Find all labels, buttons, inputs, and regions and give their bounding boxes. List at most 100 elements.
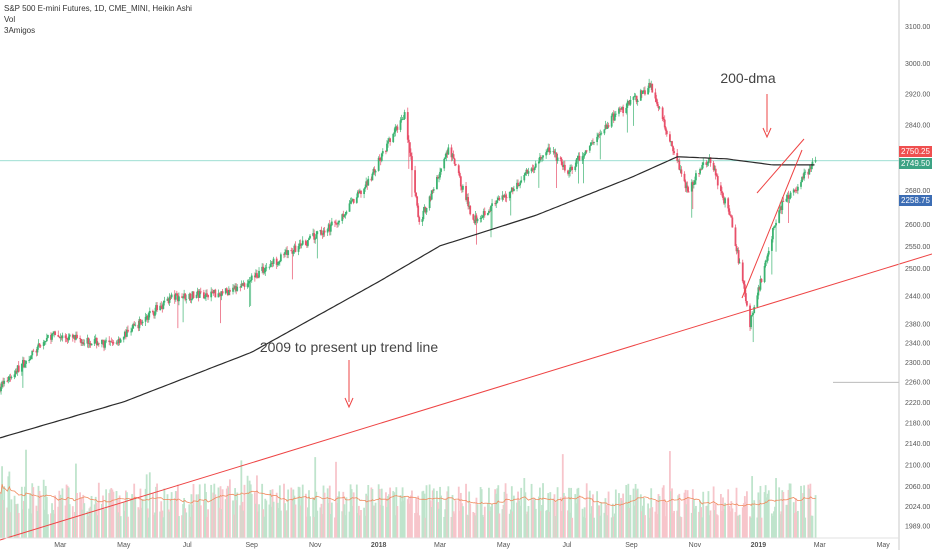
volume-bar	[578, 495, 581, 538]
legend-volume: Vol	[4, 15, 16, 24]
volume-bar	[644, 515, 646, 538]
candle-body	[232, 287, 234, 292]
candle-body	[593, 141, 595, 143]
volume-bar	[395, 487, 398, 538]
volume-bar	[431, 490, 434, 538]
candle-body	[639, 90, 642, 101]
volume-bar	[258, 504, 260, 538]
candle-body	[635, 95, 638, 103]
volume-bar	[357, 505, 360, 538]
volume-bar	[406, 499, 409, 538]
volume-bar	[21, 509, 24, 538]
candle-body	[757, 287, 760, 296]
volume-bar	[146, 508, 149, 538]
candle-body	[23, 359, 25, 368]
volume-bar	[804, 517, 807, 538]
volume-bar	[742, 503, 745, 538]
candle-body	[774, 225, 776, 227]
trend-annotation: 2009 to present up trend line	[260, 339, 438, 355]
volume-bar	[505, 493, 508, 538]
candle-body	[115, 342, 118, 344]
volume-bar	[563, 495, 566, 538]
candle-body	[548, 147, 551, 153]
candle-body	[402, 118, 405, 120]
candle-body	[450, 147, 453, 158]
volume-bar	[629, 494, 632, 538]
candle-body	[775, 222, 777, 226]
candle-body	[167, 298, 170, 303]
candle-body	[721, 191, 723, 194]
candle-body	[429, 196, 432, 200]
volume-bar	[81, 509, 84, 538]
volume-bar	[61, 488, 64, 538]
candle-body	[794, 190, 797, 191]
volume-bar	[17, 512, 20, 538]
candle-body	[343, 215, 346, 217]
volume-bar	[676, 510, 679, 538]
volume-bar	[752, 507, 755, 538]
candle-body	[802, 177, 804, 179]
candle-body	[644, 90, 646, 95]
candle-body	[467, 197, 470, 207]
candle-body	[396, 126, 399, 130]
candle-body	[793, 189, 796, 191]
volume-bar	[3, 486, 6, 538]
candle-body	[86, 337, 89, 344]
volume-bar	[301, 484, 304, 538]
candle-body	[28, 360, 31, 361]
candle-body	[814, 160, 817, 162]
candle-body	[386, 143, 388, 152]
volume-bar	[614, 489, 617, 538]
volume-bar	[97, 482, 100, 538]
volume-bar	[669, 451, 671, 538]
volume-bar	[635, 490, 638, 538]
volume-bar	[234, 488, 237, 538]
candle-body	[764, 260, 767, 266]
volume-bar	[253, 492, 256, 538]
volume-bar	[365, 493, 368, 538]
volume-bar	[810, 515, 813, 538]
candle-body	[130, 331, 132, 333]
volume-bar	[42, 479, 45, 538]
volume-bar	[473, 513, 476, 538]
candle-body	[2, 381, 5, 384]
candle-body	[801, 177, 803, 183]
volume-bar	[276, 502, 279, 538]
candle-body	[119, 339, 122, 343]
candle-body	[285, 250, 287, 253]
candle-body	[534, 163, 537, 168]
volume-bar	[93, 504, 96, 538]
volume-bar	[582, 516, 585, 538]
candle-body	[656, 101, 659, 107]
candle-body	[424, 207, 427, 213]
volume-bar	[744, 501, 747, 538]
candle-body	[792, 189, 795, 193]
volume-bar	[94, 496, 97, 538]
volume-bar	[459, 492, 462, 538]
volume-bar	[494, 489, 497, 538]
candle-body	[258, 270, 260, 278]
volume-bar	[547, 493, 550, 538]
candle-body	[495, 202, 498, 205]
candle-body	[335, 222, 337, 224]
volume-bar	[37, 485, 40, 538]
candle-body	[628, 100, 631, 105]
candle-body	[312, 233, 315, 236]
volume-bar	[807, 484, 810, 538]
volume-bar	[300, 497, 303, 538]
candle-body	[699, 168, 702, 174]
candle-body	[647, 88, 649, 95]
candle-body	[196, 290, 199, 295]
volume-bar	[792, 502, 795, 538]
volume-bar	[438, 508, 440, 538]
volume-bar	[59, 494, 62, 538]
volume-bar	[802, 493, 804, 538]
candle-body	[319, 230, 322, 232]
candle-body	[292, 251, 295, 254]
candle-body	[498, 197, 501, 200]
volume-bar	[622, 493, 625, 538]
candle-body	[329, 225, 332, 232]
trend-lines	[0, 138, 932, 541]
